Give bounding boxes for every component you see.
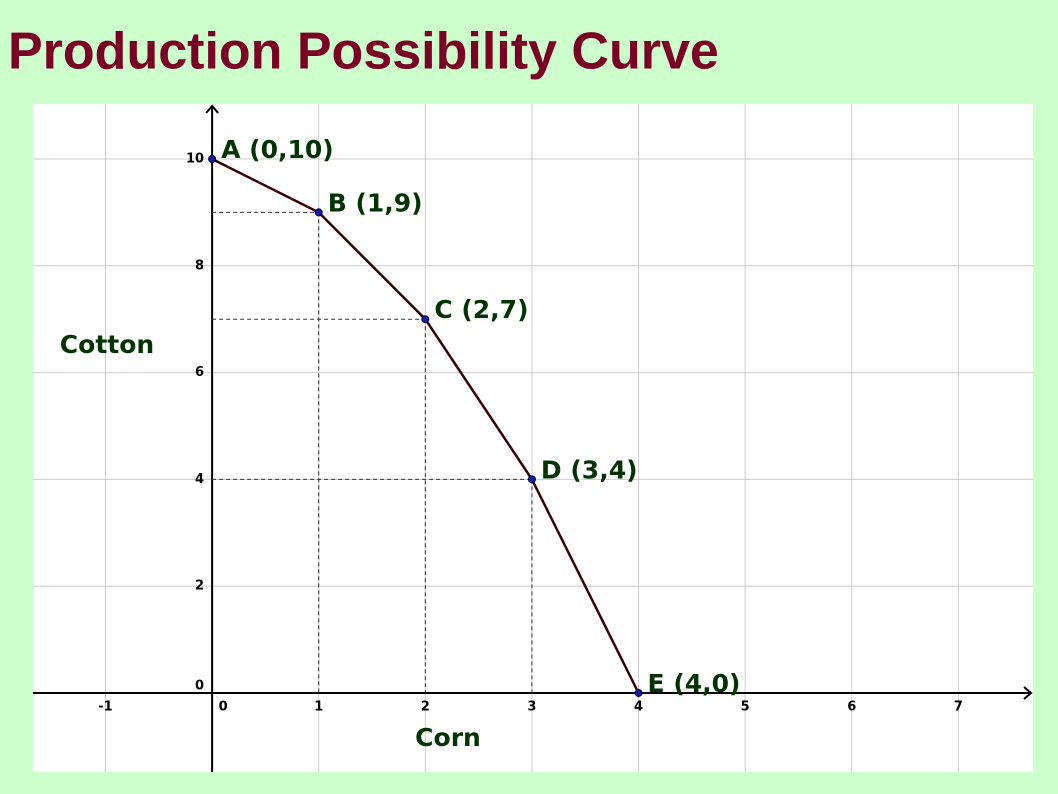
point	[421, 315, 430, 324]
x-tick-label: 7	[954, 699, 963, 714]
point-label: B (1,9)	[328, 188, 423, 217]
x-axis-label: Corn	[415, 723, 481, 752]
point-label: A (0,10)	[221, 135, 334, 164]
point-label: E (4,0)	[648, 669, 741, 698]
y-tick-label: 2	[195, 579, 204, 594]
x-tick-label: 0	[219, 699, 228, 714]
y-tick-label: 6	[195, 365, 204, 380]
point	[314, 208, 323, 217]
y-tick-label: 4	[195, 472, 204, 487]
chart-title: Production Possibility Curve	[8, 23, 719, 81]
plot-area	[33, 104, 1033, 772]
x-tick-label: -1	[98, 699, 112, 714]
x-tick-label: 1	[314, 699, 323, 714]
x-axis-arrow	[1023, 686, 1033, 700]
point-label: C (2,7)	[434, 295, 528, 324]
point-label: D (3,4)	[541, 455, 638, 484]
y-tick-label: 10	[186, 151, 204, 166]
x-tick-label: 6	[847, 699, 856, 714]
point	[634, 688, 643, 697]
point	[527, 475, 536, 484]
x-tick-label: 5	[741, 699, 750, 714]
point	[208, 154, 217, 163]
y-axis-label: Cotton	[60, 330, 154, 359]
y-tick-label: 0	[195, 678, 204, 693]
y-axis-arrow	[205, 104, 219, 114]
x-tick-label: 4	[634, 699, 643, 714]
x-tick-label: 3	[527, 699, 536, 714]
x-tick-label: 2	[421, 699, 430, 714]
y-tick-label: 8	[195, 258, 204, 273]
